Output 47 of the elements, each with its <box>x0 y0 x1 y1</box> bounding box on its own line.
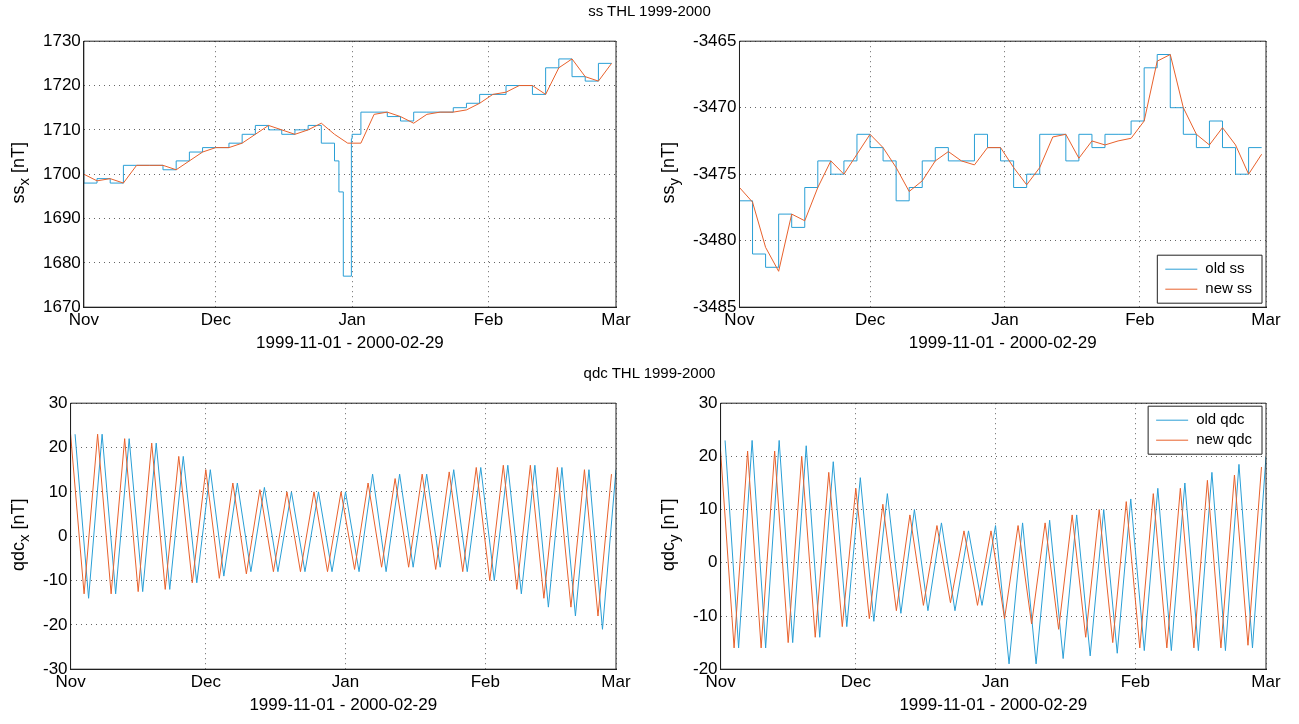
x-tick-label: Jan <box>981 672 1010 692</box>
x-tick-label: Dec <box>854 310 886 330</box>
y-tick-label: -10 <box>692 605 718 625</box>
y-tick-label: -10 <box>42 570 68 590</box>
legend-label: new qdc <box>1196 430 1253 448</box>
x-tick-label: Jan <box>331 672 360 692</box>
y-tick-label: 20 <box>48 437 68 457</box>
x-tick-label: Feb <box>1125 310 1155 330</box>
y-tick-label: 1730 <box>42 30 81 50</box>
y-tick-label: 30 <box>698 392 718 412</box>
y-tick-label: -20 <box>42 614 68 634</box>
x-tick-label: Jan <box>991 310 1019 330</box>
x-tick-label: Feb <box>1120 672 1150 692</box>
legend-label: new ss <box>1205 279 1252 297</box>
y-tick-label: 1720 <box>42 75 81 95</box>
text: ss THL 1999-2000 <box>587 2 712 19</box>
y-tick-label: 20 <box>698 446 718 466</box>
y-tick-label: 1700 <box>42 163 81 183</box>
y-tick-label: 1710 <box>42 119 81 139</box>
y-tick-label: 1680 <box>42 252 81 272</box>
x-axis-title: 1999-11-01 - 2000-02-29 <box>899 695 1088 715</box>
y-tick-label: 10 <box>698 499 718 519</box>
y-tick-label: -3480 <box>693 230 737 250</box>
y-tick-label: 10 <box>48 481 68 501</box>
text: qdc THL 1999-2000 <box>582 364 717 381</box>
x-tick-label: Mar <box>1251 310 1281 330</box>
y-tick-label: -3470 <box>693 97 737 117</box>
x-tick-label: Mar <box>1251 672 1281 692</box>
x-axis-title: 1999-11-01 - 2000-02-29 <box>256 333 444 353</box>
x-tick-label: Mar <box>601 672 631 692</box>
x-tick-label: Feb <box>470 672 500 692</box>
x-axis-title: 1999-11-01 - 2000-02-29 <box>908 333 1097 353</box>
x-tick-label: Dec <box>190 672 222 692</box>
y-tick-label: 30 <box>48 392 68 412</box>
y-tick-label: -3475 <box>693 163 737 183</box>
x-tick-label: Dec <box>840 672 872 692</box>
legend-label: old qdc <box>1196 410 1245 428</box>
y-tick-label: 0 <box>58 525 68 545</box>
y-tick-label: 1690 <box>42 208 81 228</box>
x-tick-label: Feb <box>473 310 504 330</box>
y-tick-label: 0 <box>708 552 718 572</box>
x-tick-label: Dec <box>200 310 232 330</box>
legend-label: old ss <box>1205 259 1245 277</box>
x-tick-label: Jan <box>338 310 366 330</box>
y-tick-label: -3465 <box>693 30 737 50</box>
x-axis-title: 1999-11-01 - 2000-02-29 <box>249 695 438 715</box>
x-tick-label: Mar <box>601 310 631 330</box>
